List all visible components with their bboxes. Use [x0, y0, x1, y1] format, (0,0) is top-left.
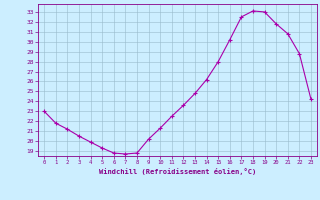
- X-axis label: Windchill (Refroidissement éolien,°C): Windchill (Refroidissement éolien,°C): [99, 168, 256, 175]
